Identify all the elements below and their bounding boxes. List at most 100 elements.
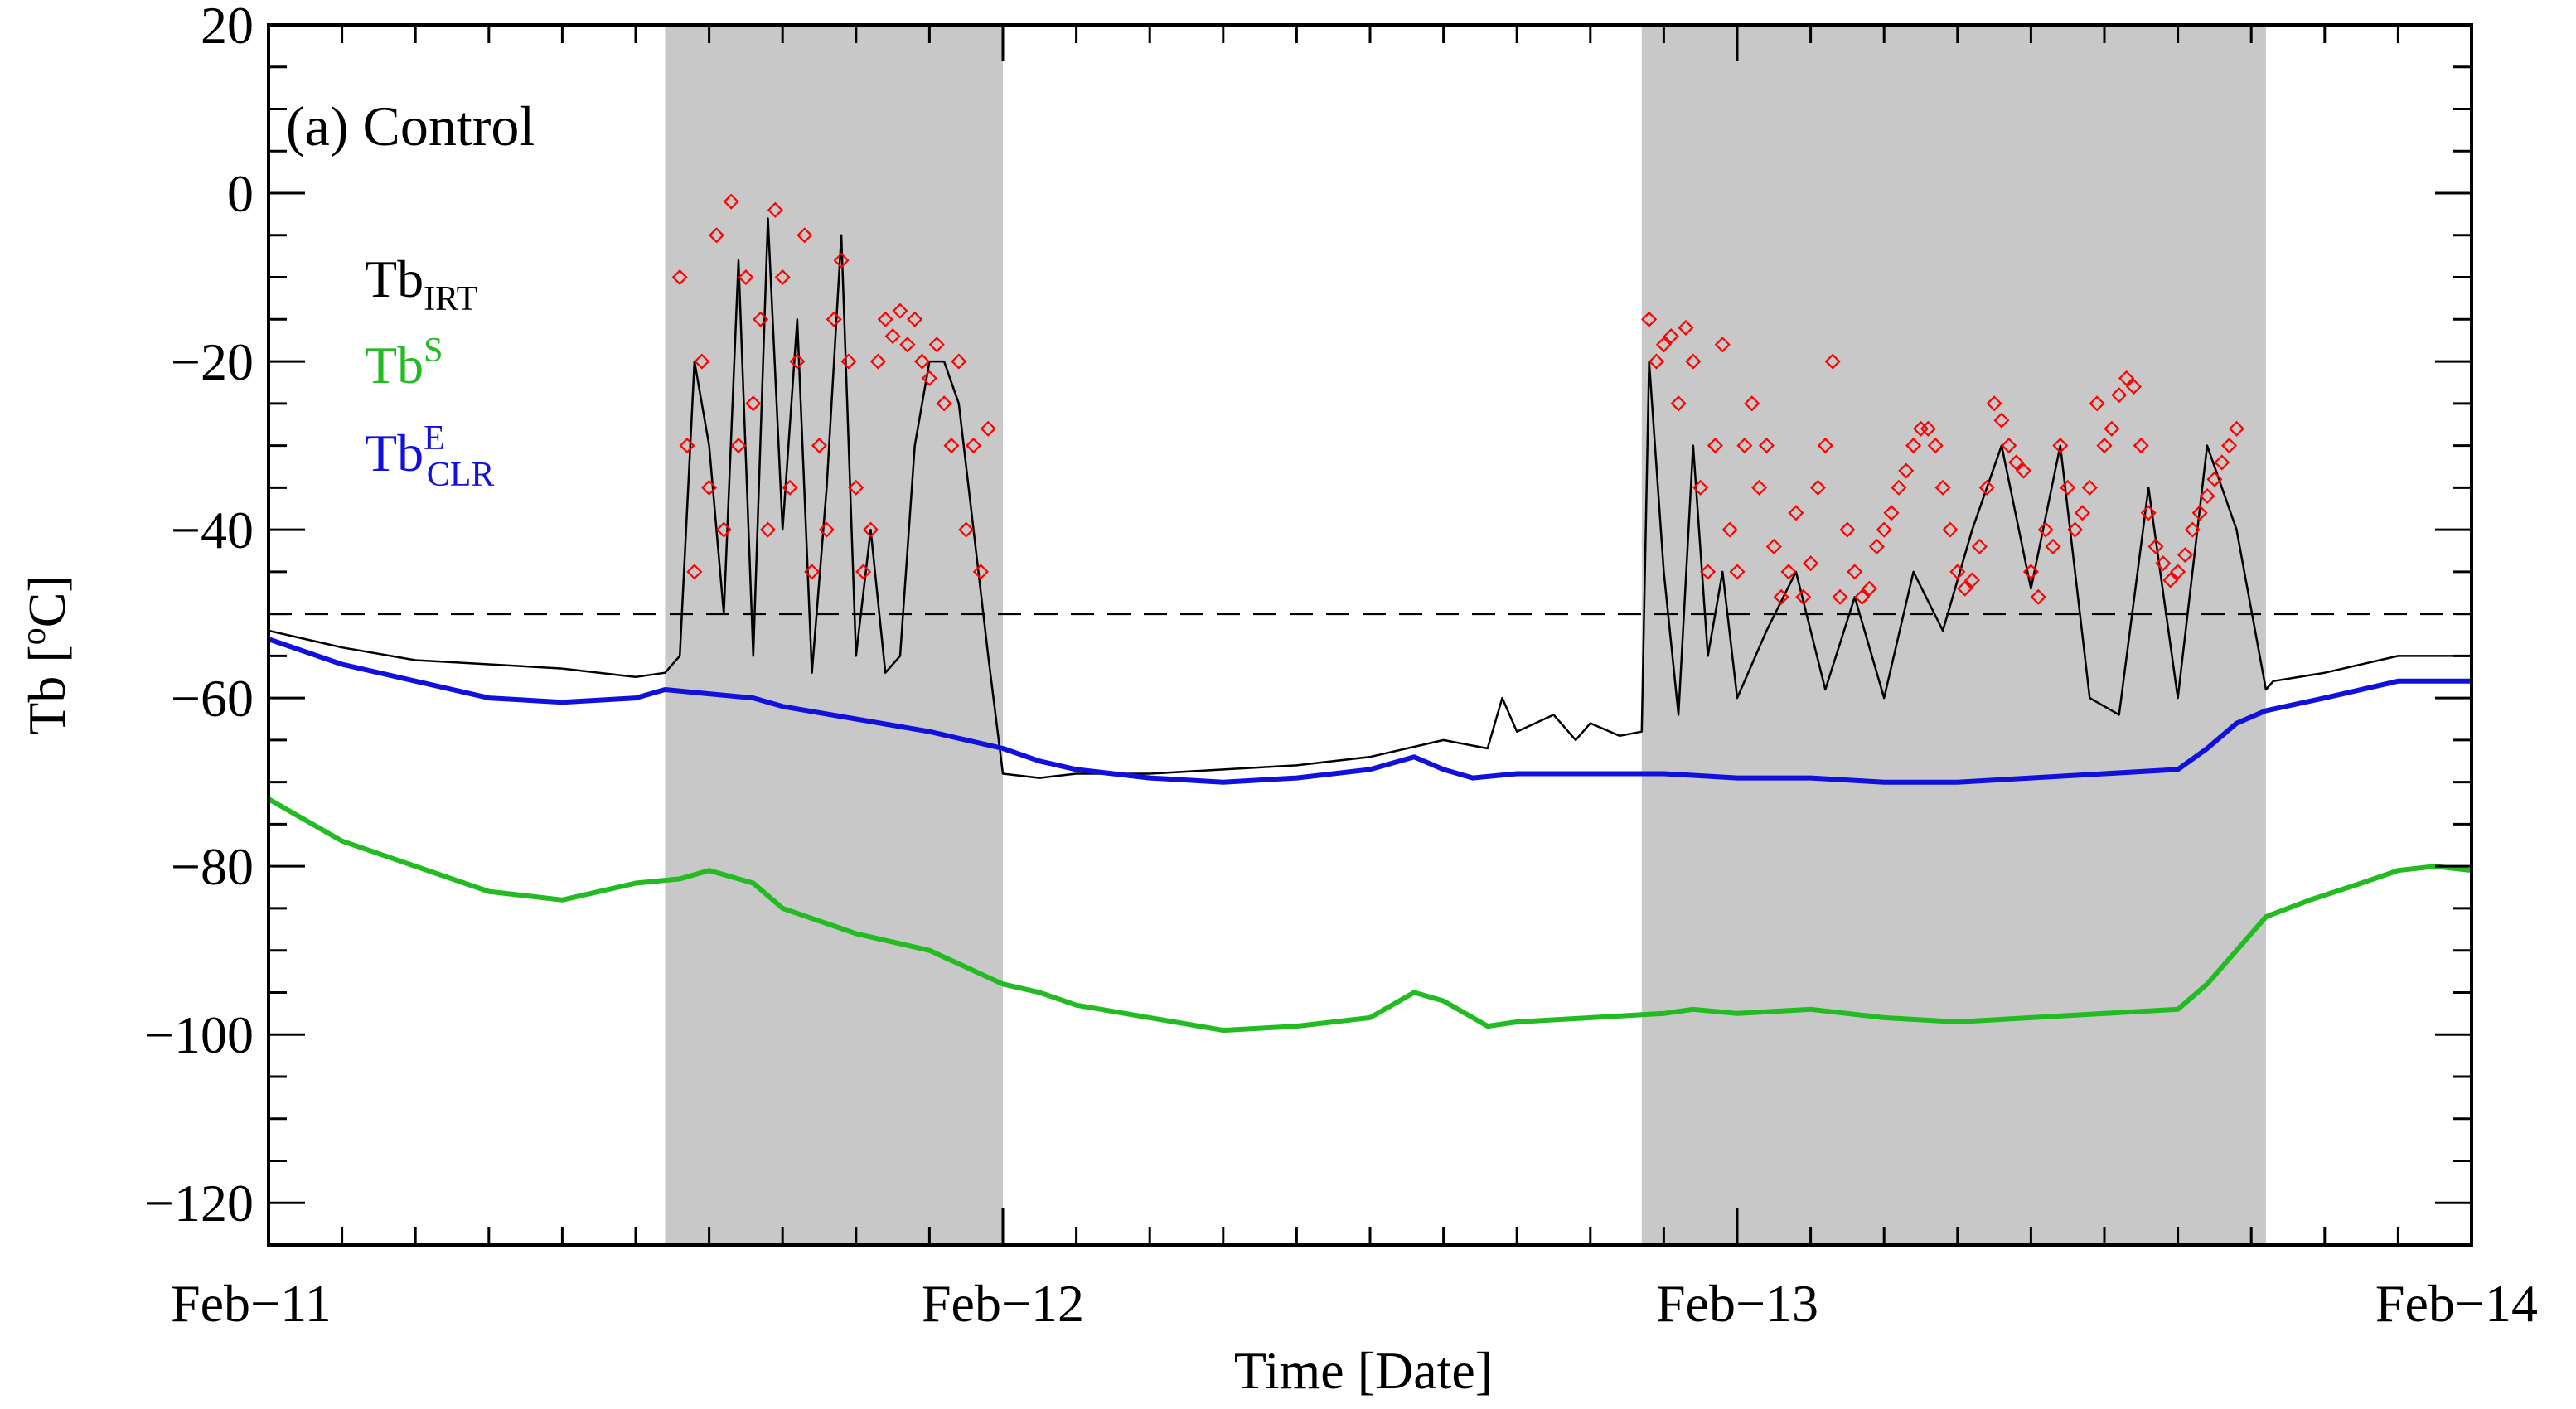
- marker-point: [730, 438, 747, 454]
- marker-point: [1692, 479, 1709, 496]
- marker-point: [2125, 378, 2142, 395]
- marker-point: [1729, 564, 1746, 580]
- legend-entry-2: TbS: [365, 332, 443, 395]
- marker-point: [1714, 337, 1731, 353]
- marker-point: [1876, 521, 1892, 538]
- shaded-periods: [665, 25, 2266, 1245]
- marker-point: [2001, 438, 2017, 454]
- y-tick-label: −40: [171, 501, 254, 559]
- shaded-period-1: [665, 25, 1003, 1245]
- marker-point: [2096, 438, 2113, 454]
- y-tick-label: 20: [201, 0, 254, 55]
- marker-point: [2162, 572, 2179, 588]
- marker-point: [1803, 555, 1819, 572]
- marker-point: [1942, 521, 1959, 538]
- x-axis-title: Time [Date]: [1234, 1341, 1493, 1400]
- marker-point: [1788, 505, 1804, 521]
- y-axis-title-unit: C]: [17, 574, 76, 627]
- marker-point: [1993, 412, 2010, 429]
- marker-point: [1765, 538, 1782, 554]
- y-axis-title-text: Tb [: [17, 645, 76, 734]
- marker-point: [855, 564, 872, 580]
- marker-point: [1648, 353, 1665, 370]
- series-line-tb-e-clr: [268, 637, 2472, 785]
- marker-point: [2104, 420, 2120, 437]
- marker-point: [1700, 564, 1717, 580]
- series-line-tb-irt: [268, 217, 2472, 779]
- marker-point: [1795, 588, 1812, 605]
- legend-entry-name: Tb: [365, 336, 424, 395]
- marker-point: [1809, 479, 1827, 496]
- y-tick-label: 0: [227, 164, 254, 223]
- marker-point: [1978, 479, 1995, 496]
- shaded-period-2: [1641, 25, 2266, 1245]
- marker-point: [1678, 319, 1694, 337]
- marker-point: [2089, 395, 2105, 412]
- marker-point: [928, 337, 945, 353]
- legend-entry-sub: CLR: [427, 456, 495, 494]
- marker-point: [936, 395, 952, 412]
- marker-point: [862, 521, 879, 538]
- marker-point: [884, 328, 901, 345]
- marker-point: [2052, 438, 2069, 454]
- marker-point: [840, 353, 857, 370]
- y-tick-label: −120: [144, 1174, 254, 1232]
- marker-point: [2177, 547, 2194, 564]
- marker-point: [738, 269, 754, 286]
- marker-point: [1949, 564, 1966, 580]
- marker-point: [2147, 538, 2164, 554]
- marker-point: [1861, 580, 1878, 597]
- marker-point: [1817, 438, 1833, 454]
- x-tick-label: Feb−13: [1656, 1274, 1818, 1333]
- y-tick-label: −100: [144, 1005, 254, 1064]
- marker-point: [2081, 479, 2098, 496]
- marker-point: [2140, 505, 2157, 521]
- marker-point: [921, 370, 937, 386]
- y-tick-label: −20: [171, 332, 254, 391]
- marker-point: [869, 353, 886, 370]
- marker-point: [1839, 521, 1856, 538]
- marker-point: [1751, 479, 1768, 496]
- marker-point: [958, 521, 975, 538]
- marker-point: [1780, 564, 1797, 580]
- marker-point: [2206, 471, 2223, 487]
- marker-point: [892, 303, 908, 319]
- marker-point: [1744, 395, 1760, 412]
- marker-point: [804, 564, 821, 580]
- marker-point: [797, 227, 813, 244]
- marker-point: [679, 438, 695, 454]
- marker-point: [2199, 487, 2215, 505]
- marker-point: [694, 353, 710, 370]
- axis-ticks: [267, 23, 2473, 1247]
- marker-point: [826, 311, 842, 327]
- marker-point: [671, 269, 688, 286]
- marker-point: [1663, 328, 1679, 345]
- marker-point: [2037, 521, 2054, 538]
- marker-point: [2228, 420, 2245, 437]
- marker-point: [2008, 454, 2025, 471]
- marker-point: [1898, 462, 1915, 479]
- marker-point: [877, 311, 893, 327]
- marker-point: [913, 353, 931, 370]
- marker-point: [789, 353, 806, 370]
- marker-point: [759, 521, 777, 538]
- marker-point: [833, 252, 850, 269]
- marker-point: [1986, 395, 2002, 412]
- y-axis-title: Tb [oC]: [15, 574, 76, 734]
- marker-point: [782, 479, 798, 496]
- marker-point: [1905, 438, 1922, 454]
- marker-point: [811, 438, 828, 454]
- x-tick-label: Feb−14: [2375, 1274, 2538, 1333]
- x-tick-label: Feb−12: [922, 1274, 1084, 1333]
- marker-point: [1912, 420, 1930, 437]
- marker-point: [1832, 588, 1848, 605]
- marker-point: [715, 521, 732, 538]
- legend-entry-3: TbE CLR: [365, 419, 494, 494]
- panel-label: (a) Control: [286, 94, 535, 157]
- marker-point: [899, 337, 916, 353]
- marker-point: [1883, 505, 1900, 521]
- legend-entry-sup: S: [424, 332, 443, 370]
